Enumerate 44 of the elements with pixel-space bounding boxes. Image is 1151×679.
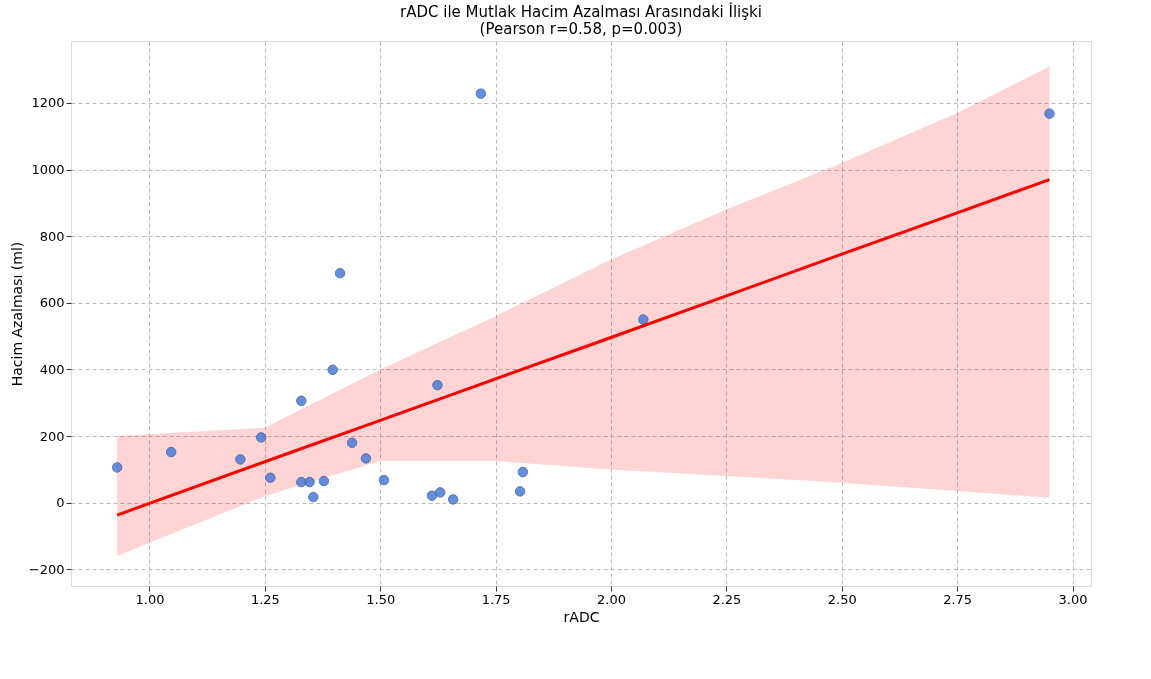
point (327, 364, 338, 376)
y-tick-label: −200 (28, 561, 65, 577)
x-tick-label: 3.00 (1058, 591, 1088, 607)
point (1044, 108, 1055, 119)
y-tick-label: 200 (39, 428, 65, 444)
y-tick-label: 1000 (31, 162, 65, 178)
x-tick-label: 1.75 (481, 591, 511, 607)
point (360, 453, 372, 464)
x-tick-label: 2.75 (943, 591, 973, 607)
x-tick-label: 1.50 (366, 591, 396, 607)
point (111, 462, 123, 473)
point (165, 446, 177, 458)
point (235, 454, 246, 465)
y-tick-label: 400 (39, 361, 65, 377)
point (432, 379, 443, 391)
point (255, 432, 267, 443)
x-axis-title: rADC (563, 608, 600, 625)
x-tick-label: 2.00 (597, 591, 626, 607)
y-axis-title: Hacim Azalması (ml) (8, 241, 25, 387)
x-tick-label: 1.00 (135, 591, 165, 607)
point (265, 472, 276, 483)
x-tick-label: 1.25 (250, 591, 280, 607)
point (346, 437, 358, 448)
point (334, 267, 346, 279)
line-series (115, 178, 1051, 517)
y-tick-label: 800 (39, 228, 65, 244)
point (447, 494, 459, 505)
x-tick-label: 2.25 (712, 591, 742, 607)
point (318, 475, 330, 487)
chart-title: rADC ile Mutlak Hacim Azalması Arasındaki İlişki (Pearson r=0.58, p=0.003) (400, 2, 762, 38)
point (434, 487, 446, 498)
point (638, 314, 649, 325)
x-tick-label: 2.50 (827, 591, 857, 607)
point (517, 466, 529, 478)
point (426, 490, 438, 501)
point (514, 486, 526, 497)
point (378, 474, 390, 486)
point (308, 491, 319, 503)
point (304, 476, 315, 488)
point (475, 88, 487, 99)
point (296, 395, 307, 407)
y-tick-label: 600 (39, 295, 65, 311)
y-tick-label: 0 (56, 495, 65, 511)
y-tick-label: 1200 (31, 95, 65, 111)
